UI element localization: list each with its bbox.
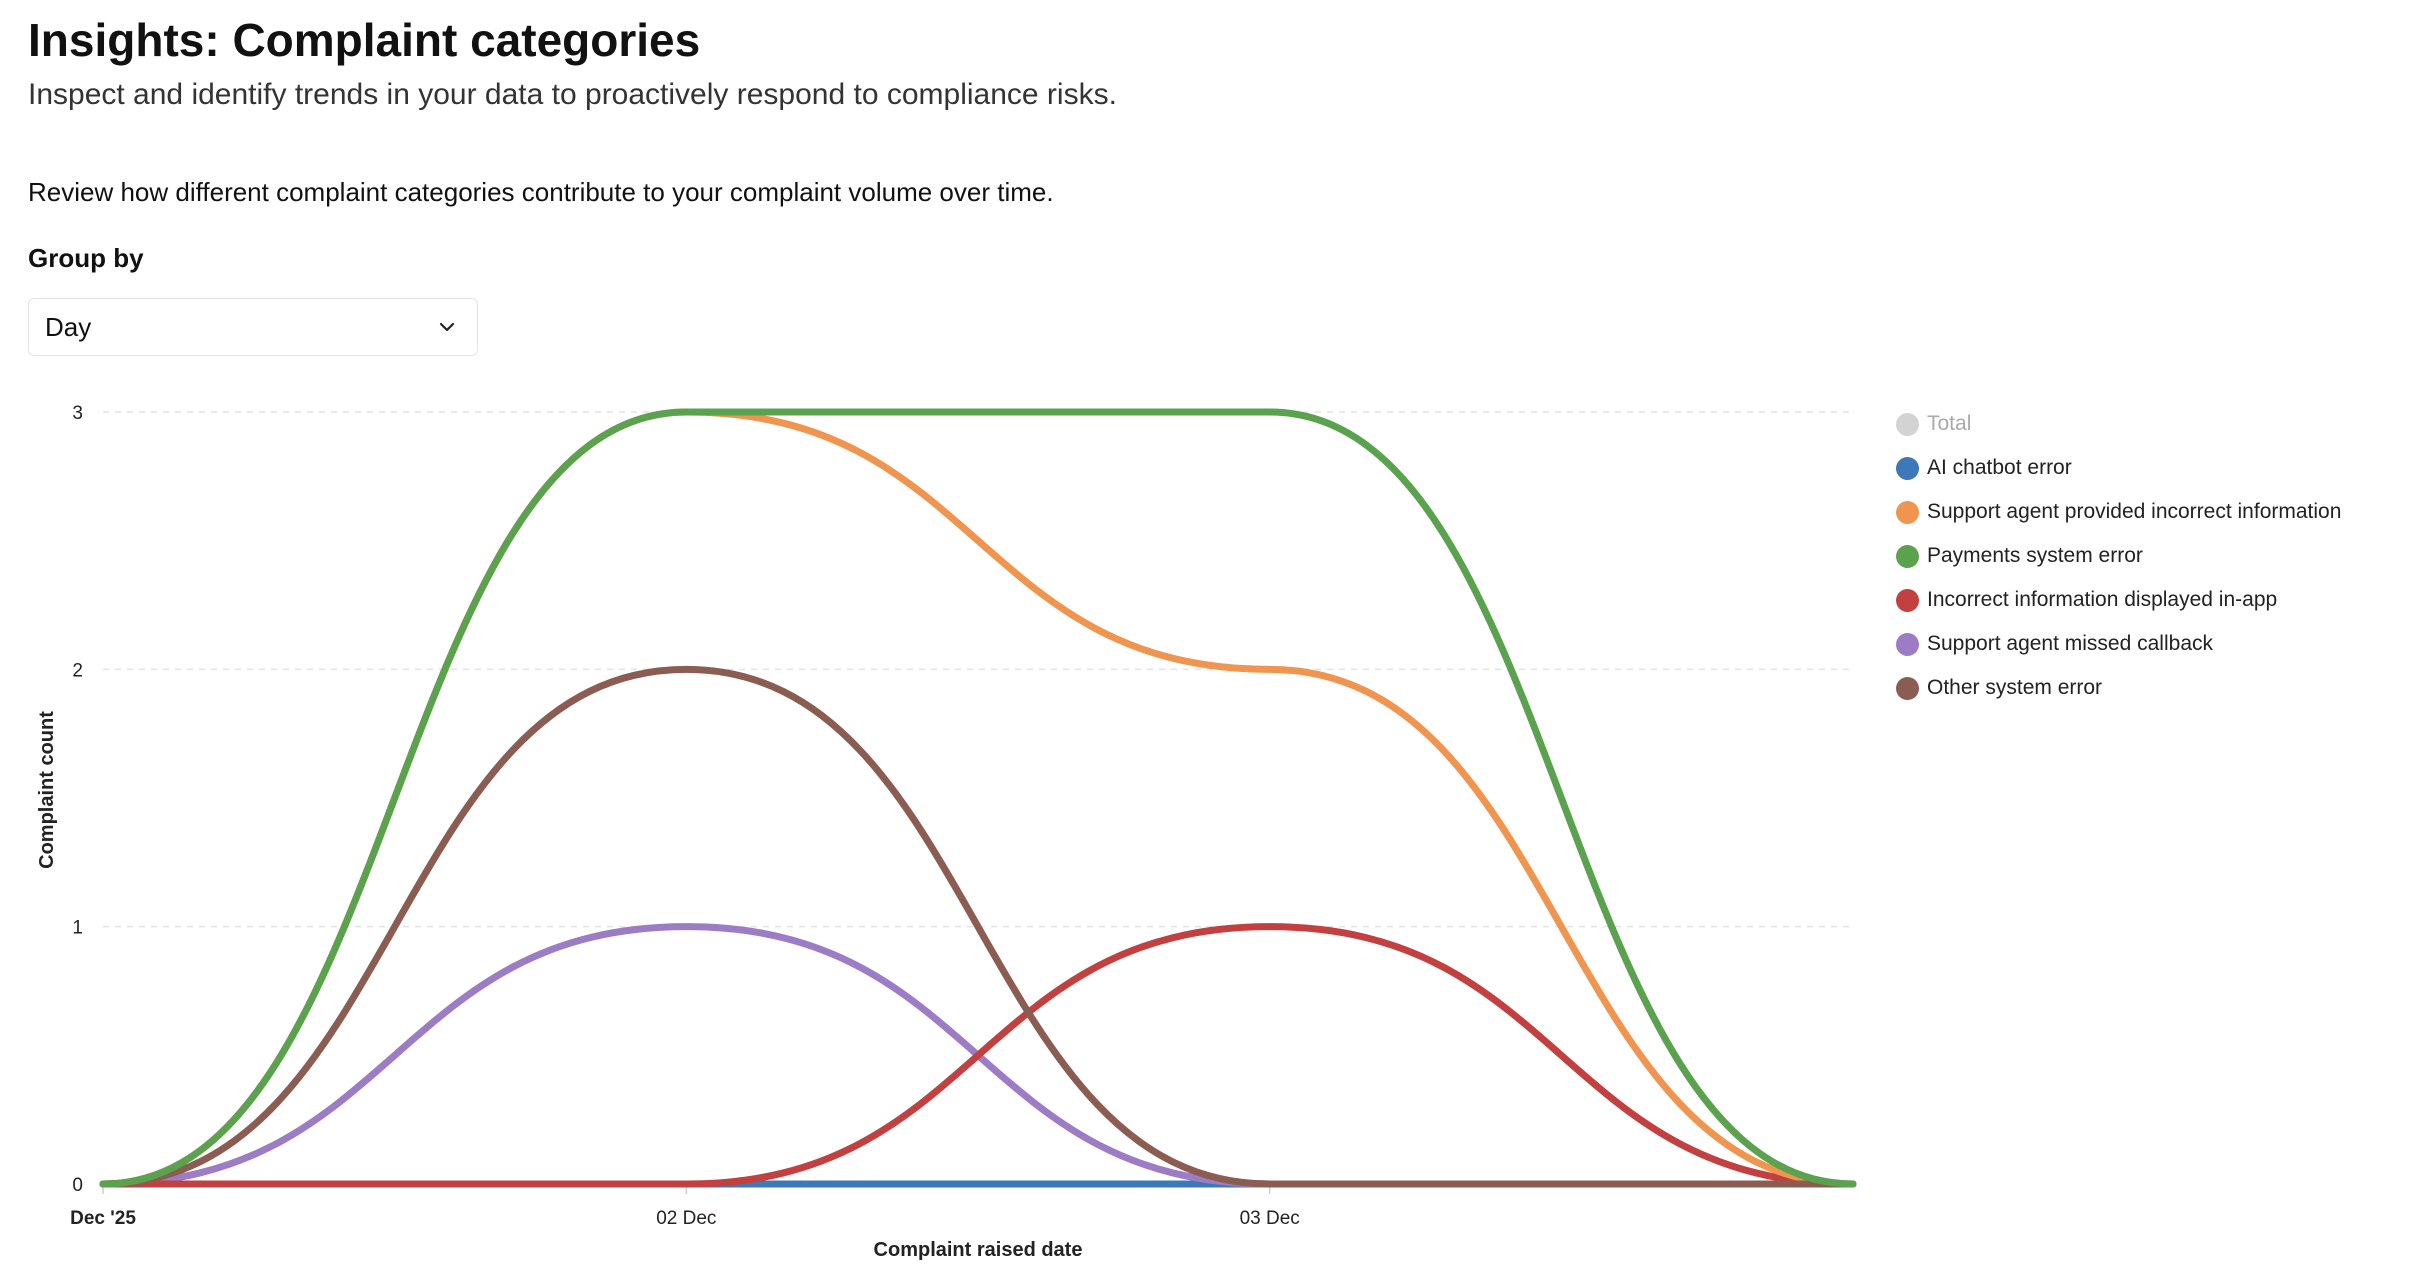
chart-legend: Total AI chatbot error Support agent provi… (1896, 402, 2341, 710)
series-line-payments-system-error (99, 408, 1857, 1188)
page-subtitle: Inspect and identify trends in your data… (28, 78, 1117, 111)
y-tick-label: 0 (72, 1175, 83, 1196)
legend-item-incorrect-information-displayed-in-app[interactable]: Incorrect information displayed in-app (1896, 578, 2341, 622)
series-line-other-system-error (99, 665, 1857, 1188)
page-title: Insights: Complaint categories (28, 14, 701, 66)
chart-series (99, 408, 1857, 1188)
chart-gridlines (103, 411, 1853, 928)
x-tick-label: 03 Dec (1240, 1208, 1300, 1229)
y-tick-label: 3 (72, 403, 83, 424)
legend-item-total[interactable]: Total (1896, 402, 2341, 446)
series-line-support-agent-provided-incorrect-information (99, 408, 1857, 1188)
x-tick-label: 02 Dec (656, 1208, 716, 1229)
legend-dot-icon (1896, 588, 1919, 612)
y-tick-label: 1 (72, 918, 83, 939)
x-tick-label: Dec '25 (70, 1208, 136, 1229)
legend-dot-icon (1896, 676, 1919, 700)
legend-item-payments-system-error[interactable]: Payments system error (1896, 534, 2341, 578)
legend-label: Total (1927, 412, 1972, 435)
legend-dot-icon (1896, 456, 1919, 480)
legend-label: Other system error (1927, 676, 2103, 699)
legend-label: Payments system error (1927, 544, 2143, 567)
group-by-label: Group by (28, 243, 144, 273)
chart-description: Review how different complaint categorie… (28, 177, 1054, 207)
y-tick-label: 2 (72, 660, 83, 681)
legend-item-support-agent-provided-incorrect-information[interactable]: Support agent provided incorrect informa… (1896, 490, 2341, 534)
group-by-selected-value: Day (45, 311, 92, 342)
y-axis-title: Complaint count (36, 711, 58, 869)
legend-label: Support agent missed callback (1927, 632, 2213, 655)
legend-dot-icon (1896, 632, 1919, 656)
legend-item-other-system-error[interactable]: Other system error (1896, 666, 2341, 710)
legend-label: Incorrect information displayed in-app (1927, 588, 2278, 611)
legend-dot-icon (1896, 544, 1919, 568)
legend-dot-icon (1896, 412, 1919, 436)
legend-item-support-agent-missed-callback[interactable]: Support agent missed callback (1896, 622, 2341, 666)
legend-label: Support agent provided incorrect informa… (1927, 500, 2342, 523)
chevron-down-icon (435, 315, 459, 339)
group-by-select[interactable]: Day (28, 298, 478, 356)
legend-label: AI chatbot error (1927, 456, 2072, 479)
x-axis-title: Complaint raised date (874, 1239, 1083, 1261)
series-line-incorrect-information-displayed-in-app (99, 923, 1857, 1188)
legend-dot-icon (1896, 500, 1919, 524)
legend-item-ai-chatbot-error[interactable]: AI chatbot error (1896, 446, 2341, 490)
